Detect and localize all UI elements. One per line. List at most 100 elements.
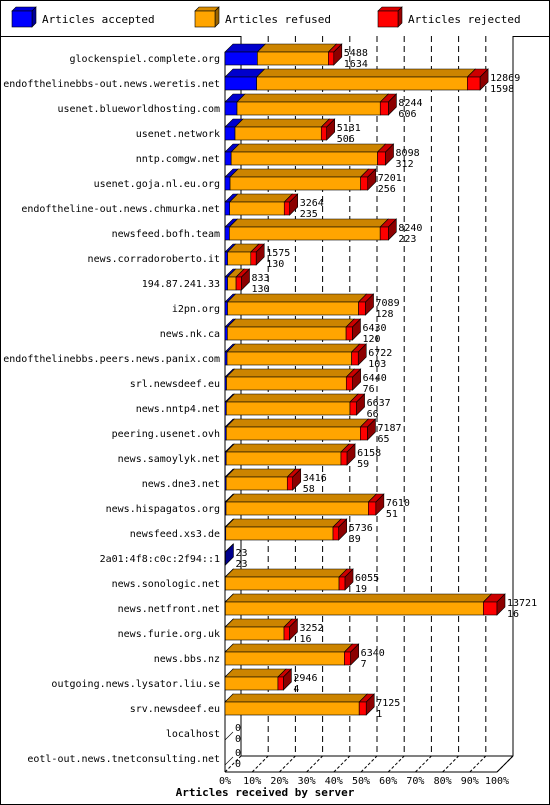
bar-refused-top <box>225 393 359 403</box>
floor-gridline <box>469 755 487 773</box>
bar-refused-top <box>225 443 350 453</box>
value-label-accepted: 120 <box>362 334 380 345</box>
value-label-total: 6440 <box>363 373 387 384</box>
value-label-total: 5736 <box>349 523 373 534</box>
bar-refused-top <box>224 643 354 653</box>
value-label-total: 1575 <box>266 248 290 259</box>
bar-accepted <box>224 251 228 266</box>
x-tick-label: 60% <box>379 776 397 787</box>
value-label-total: 3264 <box>300 198 324 209</box>
value-label-accepted: 1598 <box>490 84 514 95</box>
legend-swatch-side <box>397 6 403 28</box>
bar-refused-top <box>226 293 368 303</box>
bar-side <box>352 368 361 391</box>
bar-refused <box>226 376 347 391</box>
value-label-accepted: 39 <box>349 534 361 545</box>
bar-accepted <box>224 51 258 66</box>
bar-refused-top <box>236 93 389 103</box>
bar-rejected <box>344 651 351 666</box>
bar-refused <box>225 426 361 441</box>
value-label-total: 5488 <box>344 48 368 59</box>
floor-gridline <box>387 755 405 773</box>
bar-rejected <box>338 576 346 591</box>
value-label-total: 7201 <box>378 173 402 184</box>
value-label-total: 6722 <box>368 348 392 359</box>
bar-accepted <box>224 126 236 141</box>
x-tick-label: 70% <box>406 776 424 787</box>
category-label: 194.87.241.33 <box>142 279 220 290</box>
value-label-total: 3252 <box>299 623 323 634</box>
x-tick-label: 10% <box>243 776 261 787</box>
bar-refused-top <box>228 193 293 203</box>
value-label-accepted: 506 <box>337 134 355 145</box>
category-label: news.nk.ca <box>160 329 220 340</box>
category-label: peering.usenet.ovh <box>112 429 220 440</box>
category-label: nntp.comgw.net <box>136 154 220 165</box>
bar-side <box>365 693 375 716</box>
bar-refused <box>236 101 381 116</box>
value-label-total: 8244 <box>398 98 422 109</box>
bar-rejected <box>483 601 498 616</box>
bar-refused <box>224 651 345 666</box>
bar-refused <box>226 401 351 416</box>
bar-side <box>225 543 234 566</box>
bar-refused-top <box>225 368 356 378</box>
bar-side <box>352 318 361 341</box>
value-label-total: 7610 <box>386 498 410 509</box>
bar-rejected <box>286 476 294 491</box>
value-label-total: 6637 <box>367 398 391 409</box>
category-label: news.furie.org.uk <box>118 629 220 640</box>
floor-gridline <box>415 755 432 773</box>
value-label-total: 7125 <box>376 698 400 709</box>
category-label: news.corradoroberto.it <box>88 254 220 265</box>
bar-side <box>365 293 374 316</box>
bar-row: localhost 00 <box>166 723 241 745</box>
x-tick-label: 50% <box>352 776 370 787</box>
bar-rejected <box>283 201 291 216</box>
bar-side <box>479 68 489 91</box>
value-label-total: 5131 <box>337 123 361 134</box>
value-label-total: 2946 <box>293 673 317 684</box>
bar-refused <box>227 251 252 266</box>
legend-label: Articles rejected <box>408 13 521 26</box>
bar-rejected <box>377 151 386 166</box>
bar-rejected <box>277 676 284 691</box>
value-label-accepted: 256 <box>378 184 396 195</box>
bar-row: endofthelinebbs-out.news.weretis.net 1286… <box>3 68 520 95</box>
x-tick-label: 80% <box>434 776 452 787</box>
category-label: usenet.goja.nl.eu.org <box>94 179 220 190</box>
legend-swatch-side <box>214 6 220 28</box>
bar-refused-top <box>234 118 330 128</box>
category-label: news.hispagatos.org <box>106 504 220 515</box>
bar-rejected <box>368 501 377 516</box>
bar-refused <box>234 126 322 141</box>
category-label: newsfeed.xs3.de <box>130 529 220 540</box>
bar-rejected <box>340 451 348 466</box>
bar-rejected <box>467 76 481 91</box>
bar-refused <box>230 151 378 166</box>
bar-side <box>367 418 376 441</box>
bar-refused-top <box>224 693 368 703</box>
value-label-accepted: 0 <box>235 734 241 745</box>
category-label: news.sonologic.net <box>112 579 220 590</box>
bar-refused <box>227 301 359 316</box>
value-label-accepted: 235 <box>300 209 318 220</box>
plot-back-wall <box>241 36 513 750</box>
legend-swatch <box>194 10 216 28</box>
bar-rejected <box>320 126 328 141</box>
x-tick-label: 40% <box>325 776 343 787</box>
value-label-accepted: 51 <box>386 509 398 520</box>
category-label: news.netfront.net <box>118 604 220 615</box>
bar-refused <box>256 76 468 91</box>
category-label: news.nntp4.net <box>136 404 220 415</box>
